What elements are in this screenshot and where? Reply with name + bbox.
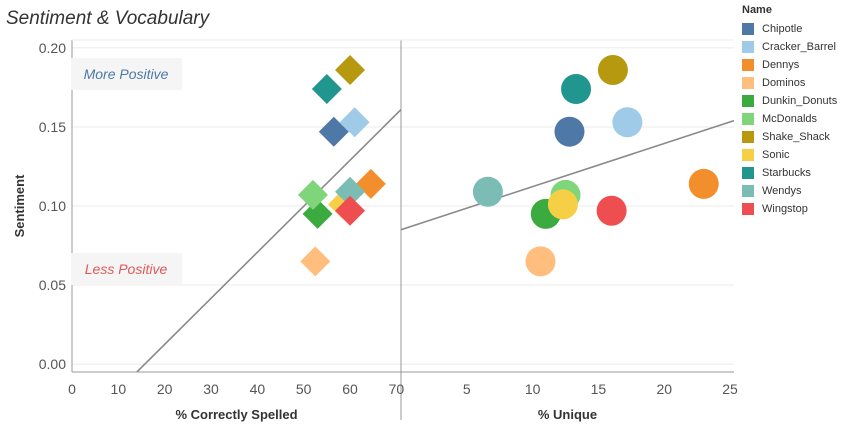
more-positive-label: More Positive [84,66,169,82]
y-tick-label: 0.20 [39,40,66,56]
x-tick-label: 70 [389,381,405,397]
point-chipotle [318,116,349,147]
trend-line [136,108,401,372]
legend-swatch [742,77,754,89]
legend-swatch [742,59,754,71]
legend-label: Chipotle [762,23,803,35]
legend-label: Sonic [762,149,790,161]
legend-label: Shake_Shack [762,131,830,143]
less-positive-label: Less Positive [85,261,168,277]
x-tick-label: 60 [342,381,358,397]
x-axis-label: % Unique [538,407,597,422]
point-starbucks [561,74,592,105]
x-tick-label: 40 [250,381,266,397]
legend-swatch [742,185,754,197]
legend-label: Dunkin_Donuts [762,95,838,107]
x-tick-label: 30 [203,381,219,397]
y-axis-label: Sentiment [12,174,27,238]
legend-label: Dominos [762,77,806,89]
point-wingstop [335,195,366,226]
legend-label: Wingstop [762,203,808,215]
x-axis-label: % Correctly Spelled [175,407,297,422]
x-tick-label: 50 [296,381,312,397]
y-tick-label: 0.05 [39,277,66,293]
x-tick-label: 15 [591,381,607,397]
legend-items: Chipotle Cracker_Barrel Dennys Dominos Dunki… [742,20,846,218]
trend-line [401,119,734,231]
legend-swatch [742,23,754,35]
point-wingstop [596,195,627,226]
legend-label: Starbucks [762,167,811,179]
legend-item-dunkin-donuts[interactable]: Dunkin_Donuts [742,92,846,110]
less-positive-box [71,253,182,285]
legend-label: Dennys [762,59,800,71]
legend-item-sonic[interactable]: Sonic [742,146,846,164]
point-cracker-barrel [612,107,643,138]
legend-item-chipotle[interactable]: Chipotle [742,20,846,38]
point-shake-shack [597,55,628,86]
y-tick-label: 0.10 [39,198,66,214]
point-chipotle [554,116,585,147]
legend-swatch [742,41,754,53]
scatter-chart: 0.00 0.05 0.10 0.15 0.20 Sentiment 0 10 20 30 40 50… [12,39,738,422]
legend-swatch [742,167,754,179]
point-starbucks [311,74,342,105]
x-tick-label: 10 [525,381,541,397]
legend-label: McDonalds [762,113,818,125]
x-tick-label: 25 [722,381,738,397]
chart-title: Sentiment & Vocabulary [6,8,210,29]
legend-title: Name [742,4,772,16]
legend-swatch [742,131,754,143]
point-mcdonalds [297,179,328,210]
y-tick-label: 0.15 [39,119,66,135]
legend-item-cracker-barrel[interactable]: Cracker_Barrel [742,38,846,56]
legend-item-shake-shack[interactable]: Shake_Shack [742,128,846,146]
point-wendys [335,176,366,207]
x-tick-label: 20 [656,381,672,397]
x-tick-label: 0 [68,381,76,397]
legend-item-mcdonalds[interactable]: McDonalds [742,110,846,128]
legend: Name Chipotle Cracker_Barrel Dennys Dominos… [742,4,846,218]
point-sonic [547,189,578,220]
legend-swatch [742,95,754,107]
point-dennys [688,168,719,199]
point-shake-shack [335,55,366,86]
legend-label: Cracker_Barrel [762,41,836,53]
legend-item-dominos[interactable]: Dominos [742,74,846,92]
legend-item-wendys[interactable]: Wendys [742,182,846,200]
x-tick-label: 20 [157,381,173,397]
point-wendys [472,176,503,207]
legend-swatch [742,149,754,161]
legend-item-wingstop[interactable]: Wingstop [742,200,846,218]
legend-label: Wendys [762,185,802,197]
legend-item-starbucks[interactable]: Starbucks [742,164,846,182]
legend-item-dennys[interactable]: Dennys [742,56,846,74]
x-tick-label: 5 [463,381,471,397]
x-tick-label: 10 [111,381,127,397]
legend-swatch [742,203,754,215]
more-positive-box [71,58,182,90]
legend-swatch [742,113,754,125]
point-dominos [525,246,556,277]
point-dominos [300,246,331,277]
y-tick-label: 0.00 [39,356,66,372]
point-cracker-barrel [339,107,370,138]
